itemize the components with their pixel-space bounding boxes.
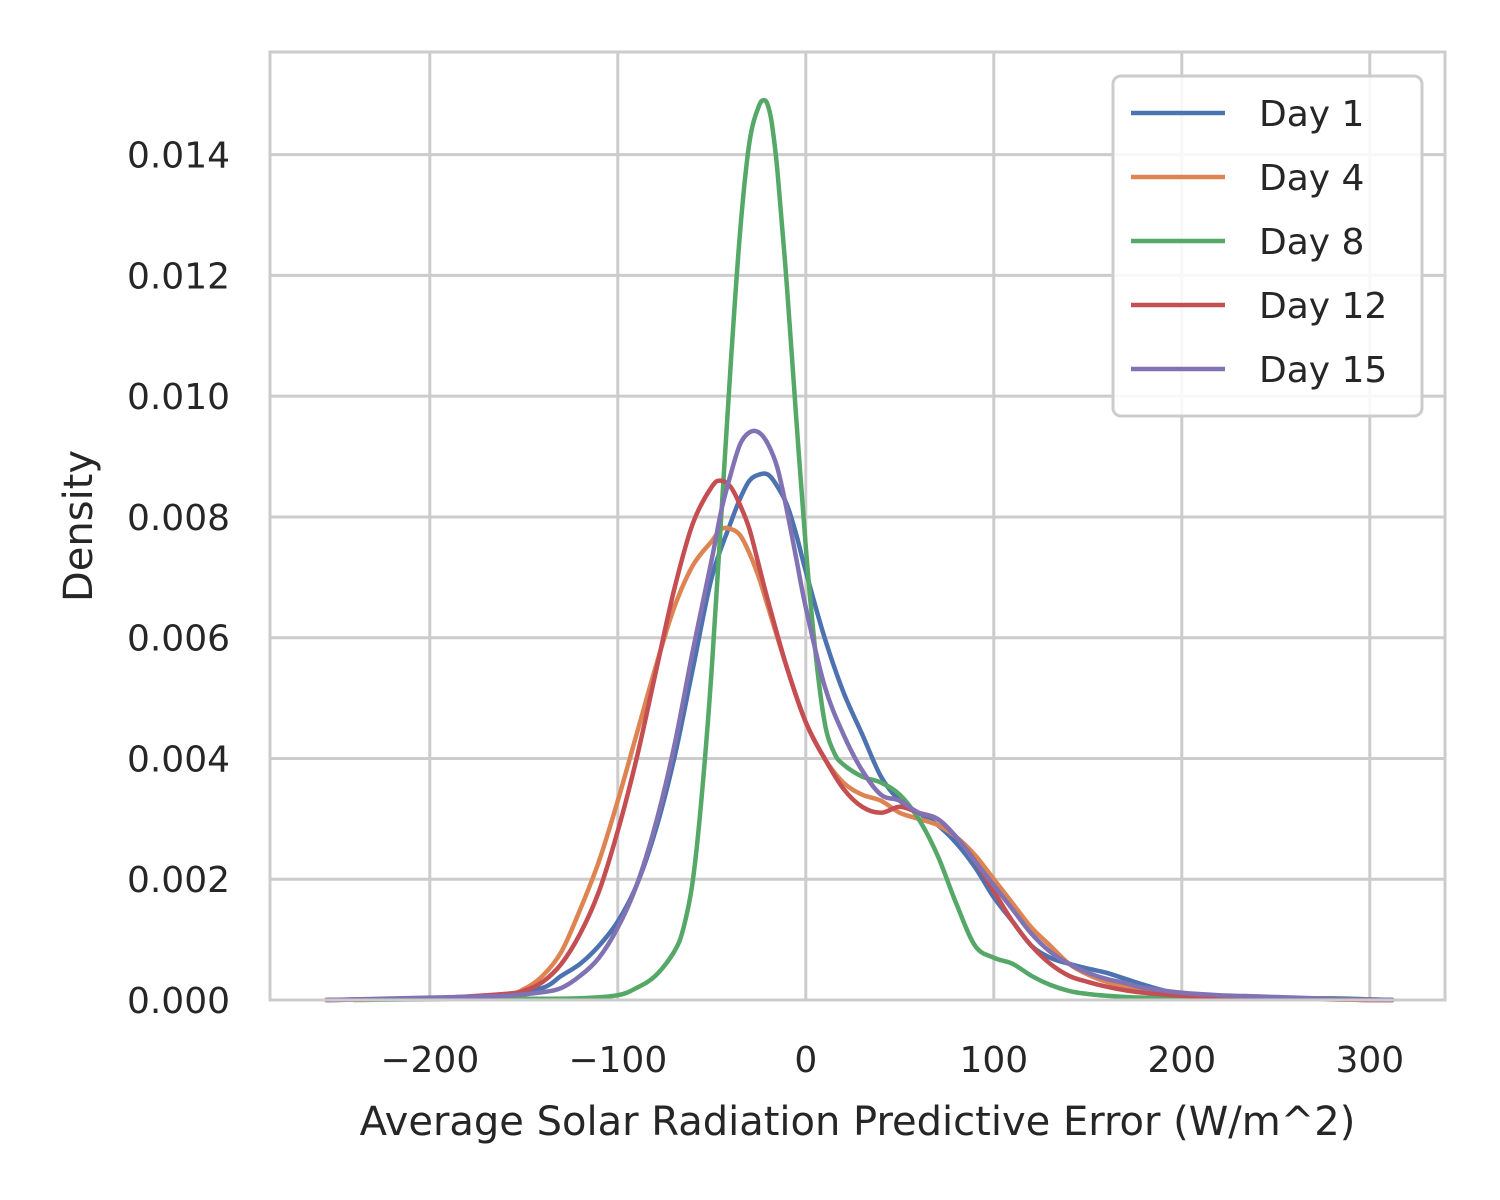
legend-label: Day 4 [1259, 158, 1364, 199]
x-tick-label: −200 [380, 1040, 479, 1081]
x-axis-label: Average Solar Radiation Predictive Error… [360, 1099, 1356, 1145]
x-tick-label: 200 [1147, 1040, 1216, 1081]
y-axis-ticks: 0.000 0.002 0.004 0.006 0.008 0.010 0.012 0.014 [127, 136, 230, 1022]
legend-label: Day 15 [1259, 350, 1387, 391]
legend-label: Day 1 [1259, 94, 1364, 135]
x-tick-label: 0 [794, 1040, 817, 1081]
legend-label: Day 8 [1259, 222, 1364, 263]
x-tick-label: 100 [959, 1040, 1028, 1081]
series-line-day-8 [352, 98, 1395, 1003]
legend: Day 1 Day 4 Day 8 Day 12 Day 15 [1111, 74, 1424, 418]
x-tick-label: 300 [1335, 1040, 1404, 1081]
series-line-day-4 [324, 525, 1395, 1003]
x-axis-ticks: −200 −100 0 100 200 300 [380, 1040, 1404, 1081]
x-tick-label: −100 [568, 1040, 667, 1081]
series-line-day-15 [324, 428, 1395, 1003]
y-axis-label: Density [56, 450, 102, 602]
plot-frame [268, 50, 1447, 1002]
y-tick-label: 0.000 [127, 981, 230, 1022]
y-tick-label: 0.002 [127, 860, 230, 901]
y-tick-label: 0.008 [127, 498, 230, 539]
y-tick-label: 0.010 [127, 377, 230, 418]
series-line-day-1 [324, 471, 1395, 1003]
y-tick-label: 0.012 [127, 256, 230, 297]
legend-box [1111, 74, 1424, 418]
series-lines [324, 98, 1395, 1003]
y-tick-label: 0.004 [127, 739, 230, 780]
legend-label: Day 12 [1259, 286, 1387, 327]
y-tick-label: 0.014 [127, 136, 230, 177]
series-line-day-12 [324, 478, 1395, 1003]
y-tick-label: 0.006 [127, 619, 230, 660]
